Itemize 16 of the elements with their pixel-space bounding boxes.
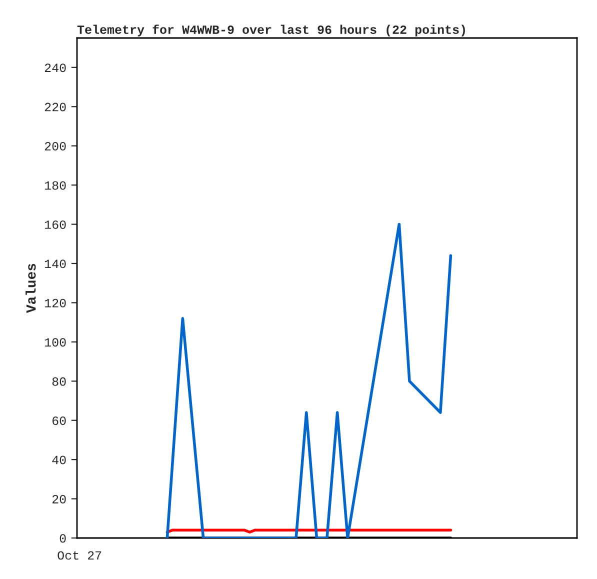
y-tick-label: 100 (44, 338, 66, 347)
y-tick-label: 60 (52, 416, 66, 426)
y-tick-label: 20 (52, 494, 66, 504)
y-axis-title: Values (26, 264, 36, 313)
y-tick-label: 120 (44, 298, 66, 308)
y-tick-label: 40 (52, 456, 66, 464)
y-tick-label: 200 (44, 142, 66, 150)
y-tick-label: 180 (44, 181, 66, 190)
y-tick-label: 0 (60, 534, 66, 543)
chart-title: Telemetry for W4WWB-9 over last 96 hours (22 points) (77, 24, 465, 36)
x-tick-label: Oct 27 (58, 551, 102, 560)
y-tick-label: 220 (44, 102, 66, 112)
y-tick-label: 80 (52, 377, 66, 386)
y-tick-label: 140 (44, 260, 66, 268)
y-tick-label: 240 (44, 64, 66, 72)
y-tick-label: 160 (44, 220, 66, 229)
